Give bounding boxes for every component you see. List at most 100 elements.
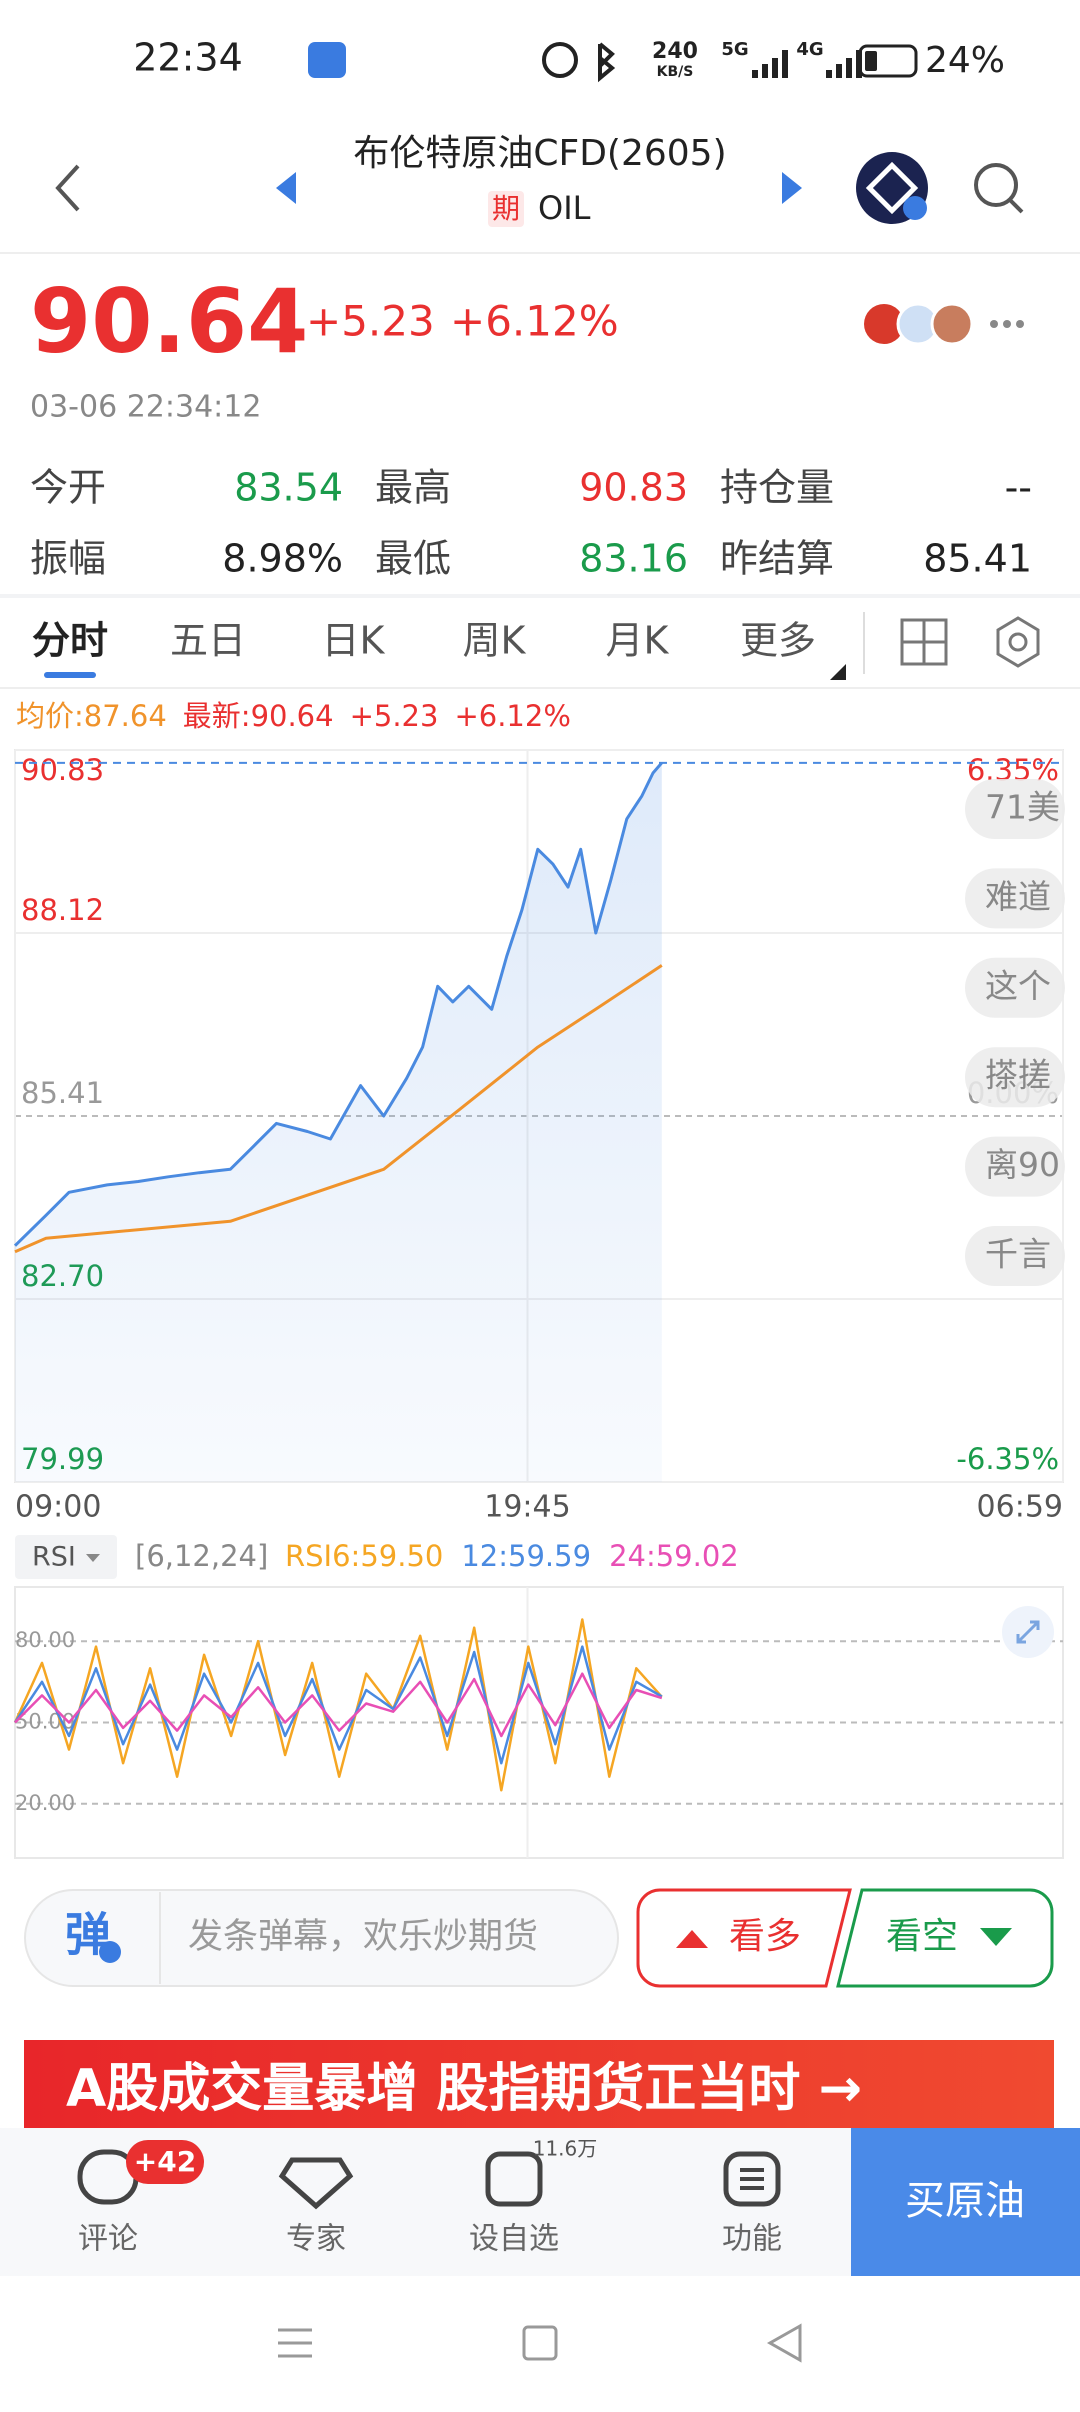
home-key[interactable]: [522, 2325, 558, 2361]
more-button[interactable]: [990, 320, 1024, 328]
indicator-params: [6,12,24]: [135, 1539, 268, 1573]
danmaku-bubble: [965, 868, 1065, 929]
expand-icon: [1016, 1620, 1040, 1644]
y2-tick-label: -6.35%: [956, 1442, 1059, 1476]
tab[interactable]: 月K: [606, 619, 670, 663]
banner-text: A股成交量暴增 股指期货正当时 →: [66, 2059, 862, 2119]
avatar[interactable]: [864, 304, 904, 344]
tab-indicator: [44, 672, 96, 678]
up-arrow: [676, 1930, 708, 1948]
indicator-name: RSI: [32, 1542, 76, 1573]
legend-entry: 24:59.02: [609, 1539, 739, 1573]
down-arrow: [980, 1928, 1012, 1946]
danmaku-bubble: [965, 1136, 1065, 1197]
settings-icon: [1008, 632, 1028, 652]
badge-text: +42: [134, 2145, 196, 2178]
stat-value: 8.98%: [222, 537, 343, 581]
nav-label: 设自选: [469, 2222, 559, 2257]
legend-entry: 12:59.59: [461, 1539, 591, 1573]
search-button[interactable]: [974, 163, 1018, 207]
battery-text: 24%: [925, 40, 1005, 81]
function-icon[interactable]: [723, 2151, 781, 2207]
tab[interactable]: 更多: [740, 619, 816, 663]
next-button[interactable]: [782, 172, 802, 204]
series-line: [14, 964, 663, 1254]
clock: 22:34: [133, 36, 243, 80]
series-line: [14, 1672, 663, 1738]
settings-button[interactable]: [996, 616, 1040, 668]
indicator-select[interactable]: [15, 1535, 117, 1579]
danmaku-bubble: [965, 1047, 1065, 1108]
stat-value: 90.83: [579, 466, 688, 510]
dropdown-arrow: [86, 1554, 100, 1562]
series-line: [13, 1645, 663, 1765]
menu-key[interactable]: [278, 2328, 312, 2358]
bluetooth-icon: [598, 42, 616, 83]
legend-extra: +5.23: [350, 699, 439, 733]
quote: 90.64 +5.23 +6.12% 03-06 22:34:12: [30, 270, 1024, 425]
net-type: 4G: [796, 39, 823, 60]
expert-icon[interactable]: [278, 2157, 354, 2210]
header: 布伦特原油CFD(2605) 期 OIL: [0, 133, 1080, 254]
battery-icon: [858, 44, 918, 78]
legend-entry: 均价:87.64: [16, 699, 167, 733]
stat-value: 83.54: [234, 466, 343, 510]
tag-bg: [488, 191, 524, 227]
legend-extra: +6.12%: [454, 699, 570, 733]
back-key[interactable]: [766, 2323, 802, 2363]
battery-level: [865, 51, 877, 71]
danmaku-text: 离90: [985, 1145, 1060, 1184]
watchlist-icon[interactable]: [485, 2151, 543, 2207]
y-tick-label: 80.00: [15, 1628, 75, 1652]
short-button[interactable]: [836, 1888, 1054, 1988]
stat-label: 昨结算: [720, 537, 834, 581]
signal-icon: [826, 50, 862, 78]
long-button[interactable]: [636, 1888, 852, 1988]
bottom-nav: +42 评论 专家 11.6万 设自选 功能 买原油: [0, 2128, 1080, 2276]
danmaku-text: 搽搓: [985, 1056, 1051, 1095]
nav-label: 专家: [286, 2222, 346, 2257]
stat-value: 83.16: [579, 537, 688, 581]
x-tick-label: 09:00: [15, 1490, 101, 1525]
signal-icon: [752, 50, 788, 78]
badge: [126, 2140, 204, 2184]
stat-label: 最低: [375, 537, 451, 581]
prev-button[interactable]: [276, 172, 296, 204]
input-placeholder: 发条弹幕，欢乐炒期货: [188, 1917, 538, 1957]
stat-label: 持仓量: [720, 466, 834, 510]
net-speed: 240: [652, 39, 698, 64]
avatar[interactable]: [930, 302, 974, 346]
x-tick-label: 19:45: [484, 1490, 570, 1525]
stats: 今开 83.54 最高 90.83 持仓量 -- 振幅 8.98% 最低 83.…: [0, 466, 1080, 598]
stat-value: 85.41: [923, 537, 1032, 581]
last-price: 90.64: [30, 270, 308, 373]
legend-entry: RSI6:59.50: [285, 1539, 443, 1573]
danmaku-text: 这个: [985, 966, 1051, 1005]
buy-label: 买原油: [905, 2178, 1025, 2224]
tab-active[interactable]: 分时: [32, 619, 108, 663]
banner[interactable]: A股成交量暴增 股指期货正当时 →: [24, 2040, 1054, 2130]
stat-label: 振幅: [30, 537, 106, 581]
back-button[interactable]: [55, 164, 80, 212]
danmaku-input[interactable]: [24, 1889, 619, 1987]
series-line: [13, 1618, 663, 1792]
danmaku-text: 千言: [985, 1235, 1051, 1274]
tab[interactable]: 周K: [463, 619, 527, 663]
buy-button[interactable]: [851, 2128, 1080, 2276]
net-speed-unit: KB/S: [657, 64, 694, 80]
stat-label: 今开: [30, 466, 106, 510]
short-label: 看空: [886, 1916, 958, 1957]
banner-bg: [24, 2040, 1054, 2130]
tab[interactable]: 日K: [322, 619, 386, 663]
ai-badge: [903, 196, 927, 220]
stat-value: --: [1005, 466, 1032, 510]
tab[interactable]: 五日: [170, 619, 246, 663]
danmaku-toggle: [99, 1941, 121, 1963]
alarm-icon: [542, 42, 578, 78]
price-change: +5.23: [306, 297, 435, 346]
status-bar: 22:34 240 KB/S 5G 4G 24%: [133, 36, 1005, 83]
divider: [0, 594, 1080, 598]
series-line: [13, 761, 663, 1247]
y-tick-label: 88.12: [21, 893, 104, 927]
